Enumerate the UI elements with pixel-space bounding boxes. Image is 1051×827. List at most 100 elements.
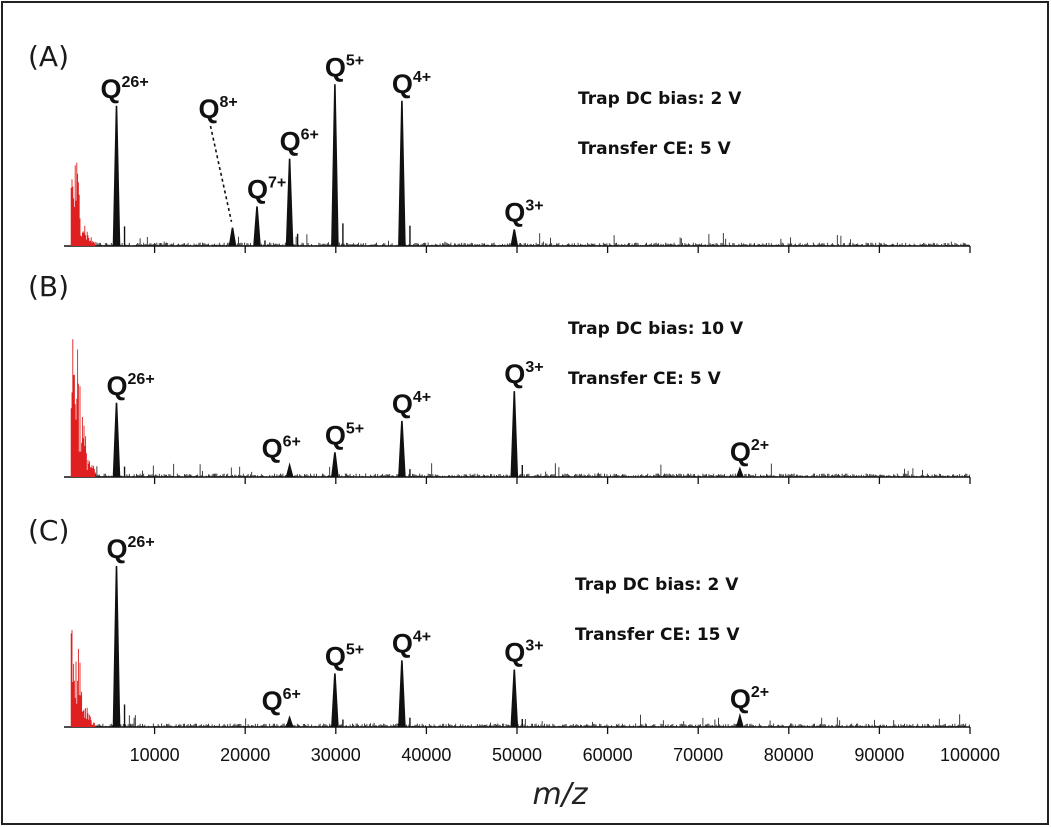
peak-label-base: Q [107, 534, 128, 564]
peak-label: Q8+ [199, 94, 238, 124]
peak-label: Q3+ [504, 359, 543, 389]
transfer-ce-label: Transfer CE: 5 V [578, 139, 732, 159]
peak-label: Q6+ [280, 127, 319, 157]
peak-label-base: Q [280, 127, 301, 157]
peak-label-charge: 5+ [346, 52, 364, 69]
peak-label: Q3+ [504, 638, 543, 668]
peak-label-base: Q [504, 638, 525, 668]
peak-label-charge: 6+ [283, 686, 301, 703]
x-tick-label: 100000 [940, 745, 1000, 765]
x-tick-label: 60000 [583, 745, 633, 765]
peak-label-base: Q [730, 684, 751, 714]
low-mz-cluster [70, 630, 96, 727]
peak-label-base: Q [325, 52, 346, 82]
x-tick-label: 50000 [492, 745, 542, 765]
x-tick-label: 80000 [764, 745, 814, 765]
peak-label-base: Q [199, 94, 220, 124]
spectrum-peak [331, 84, 339, 247]
peak-label-charge: 26+ [128, 371, 155, 388]
peak-label: Q26+ [107, 534, 155, 564]
spectrum-peak [331, 673, 339, 728]
spectrum-peak [112, 402, 121, 478]
peak-label: Q5+ [325, 52, 364, 82]
peak-label-base: Q [392, 389, 413, 419]
x-tick-label: 10000 [130, 745, 180, 765]
spectrum-peak [285, 715, 294, 728]
peak-label-charge: 3+ [525, 638, 543, 655]
spectrum-peak [736, 712, 744, 728]
panel-letter: (C) [28, 514, 69, 547]
peak-label-base: Q [730, 437, 751, 467]
peak-label-base: Q [325, 641, 346, 671]
peak-label-charge: 26+ [128, 534, 155, 551]
peak-label-base: Q [247, 174, 268, 204]
peak-label: Q4+ [392, 69, 431, 99]
peak-label: Q26+ [101, 74, 149, 104]
peak-label-charge: 6+ [283, 433, 301, 450]
low-mz-cluster [70, 339, 96, 477]
transfer-ce-label: Transfer CE: 5 V [568, 369, 722, 389]
peak-label-charge: 7+ [268, 174, 286, 191]
peak-label-charge: 26+ [122, 74, 149, 91]
peak-label-base: Q [262, 433, 283, 463]
peak-label-base: Q [101, 74, 122, 104]
spectrum-peak [331, 452, 339, 478]
spectra-panels: Q26+Q8+Q7+Q6+Q5+Q4+Q3+(A)Trap DC bias: 2… [28, 40, 971, 734]
trap-dc-bias-label: Trap DC bias: 2 V [578, 89, 742, 109]
spectrum-peak [253, 206, 261, 247]
peak-label: Q7+ [247, 174, 286, 204]
x-tick-label: 30000 [311, 745, 361, 765]
spectrum-panel: Q26+Q6+Q5+ Q4+Q3+Q2+(C)Trap DC bias: 2 VT… [28, 514, 971, 734]
peak-label: Q4+ [392, 389, 431, 419]
spectrum-peak [510, 391, 519, 478]
spectrum-peak [510, 669, 519, 728]
x-tick-label: 90000 [854, 745, 904, 765]
peak-label-charge: 3+ [525, 359, 543, 376]
low-mz-cluster [70, 162, 96, 246]
peak-label: Q2+ [730, 437, 769, 467]
x-axis: 10000 20000 30000 40000 50000 60000 70000 80000… [130, 745, 1000, 765]
trap-dc-bias-label: Trap DC bias: 10 V [568, 319, 744, 339]
peak-label-charge: 8+ [220, 94, 238, 111]
panel-letter: (B) [28, 270, 69, 303]
transfer-ce-label: Transfer CE: 15 V [575, 625, 740, 645]
peak-label-charge: 2+ [751, 437, 769, 454]
peak-label-charge: 5+ [346, 641, 364, 658]
peak-label-base: Q [262, 686, 283, 716]
peak-label-base: Q [325, 420, 346, 450]
spectrum-peak [398, 420, 406, 478]
peak-label-base: Q [504, 198, 525, 228]
spectrum-peak [285, 462, 294, 478]
peak-label-charge: 5+ [346, 420, 364, 437]
peak-label-base: Q [392, 69, 413, 99]
peak-leader-line [209, 125, 233, 222]
peak-label: Q6+ [262, 433, 301, 463]
peak-label-charge: 4+ [413, 69, 431, 86]
peak-label: Q5+ [325, 641, 364, 671]
peak-label: Q4+ [392, 628, 431, 658]
peak-label-charge: 2+ [751, 684, 769, 701]
peak-label: Q2+ [730, 684, 769, 714]
x-axis-title: m/z [532, 777, 588, 812]
trap-dc-bias-label: Trap DC bias: 2 V [575, 575, 739, 595]
spectrum-peak [112, 105, 121, 247]
spectrum-peak [398, 100, 406, 247]
peak-label: Q26+ [107, 371, 155, 401]
spectrum-peak [510, 229, 519, 247]
spectrum-peak [228, 227, 237, 247]
peak-label-base: Q [392, 628, 413, 658]
peak-label-base: Q [504, 359, 525, 389]
peak-label-base: Q [107, 371, 128, 401]
x-tick-label: 40000 [401, 745, 451, 765]
peak-label: Q5+ [325, 420, 364, 450]
spectrum-peak [398, 660, 406, 728]
spectrum-peak [112, 565, 121, 728]
spectrum-panel: Q26+Q6+ Q5+Q4+Q3+Q2+(B)Trap DC bias: 10 V… [28, 270, 971, 484]
spectrum-peak [285, 158, 294, 247]
peak-label-charge: 3+ [525, 198, 543, 215]
peak-label: Q6+ [262, 686, 301, 716]
peak-label-charge: 4+ [413, 628, 431, 645]
peak-label: Q3+ [504, 198, 543, 228]
